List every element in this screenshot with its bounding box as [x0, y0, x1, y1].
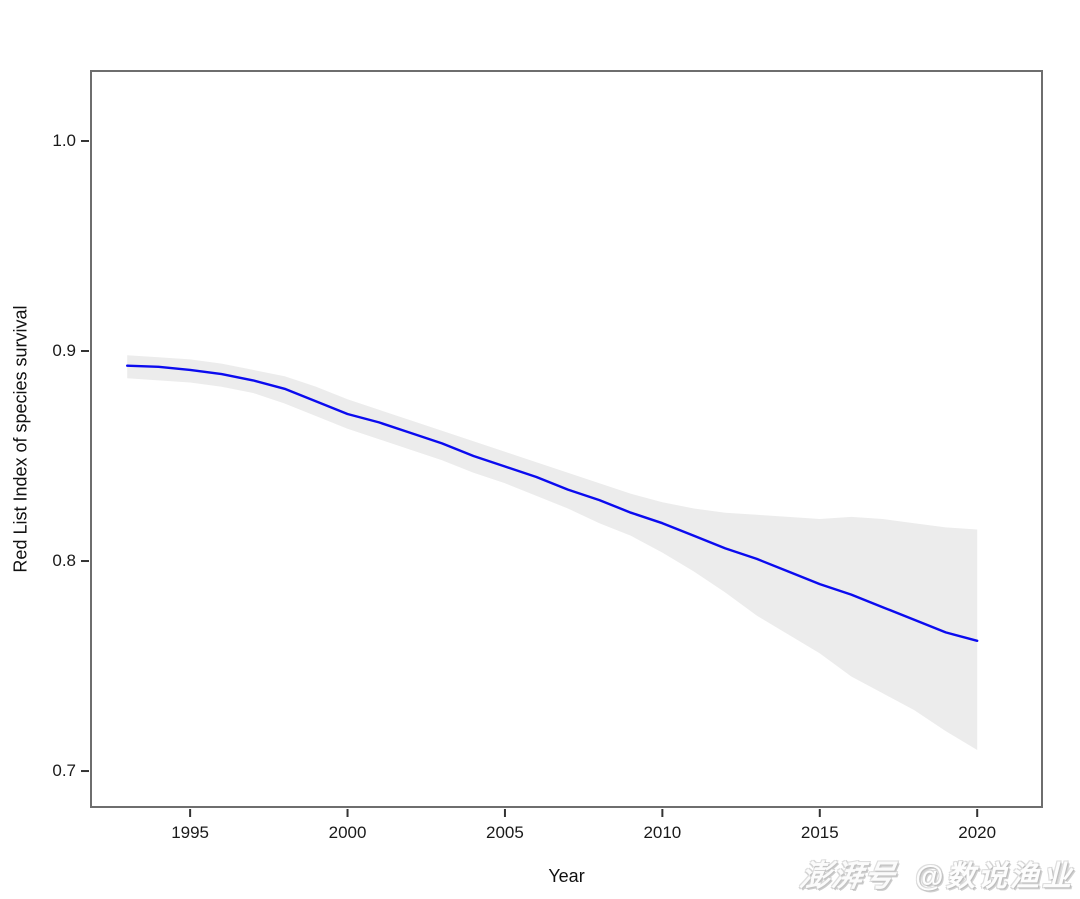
pengpai-logo-text: 澎湃号 — [797, 860, 900, 893]
plot-canvas — [90, 70, 1043, 808]
y-tick-label: 0.7 — [52, 761, 76, 781]
x-tick-label: 1995 — [171, 823, 210, 842]
y-tick-label: 1.0 — [52, 130, 76, 150]
rli-line — [126, 364, 979, 642]
x-tick-label: 2015 — [800, 823, 839, 842]
confidence-band — [127, 355, 978, 750]
x-tick-label: 2000 — [328, 823, 367, 842]
plot-border — [90, 70, 1043, 808]
watermark: 澎湃号 @数说渔业 — [797, 851, 1074, 895]
x-axis-title: Year — [548, 866, 585, 886]
x-tick-label: 2020 — [958, 823, 997, 842]
y-tick-label: 0.9 — [52, 341, 76, 360]
y-axis-title: Red List Index of species survival — [10, 305, 31, 573]
watermark-account-text: @数说渔业 — [914, 861, 1074, 893]
x-tick-label: 2010 — [643, 823, 682, 842]
x-tick-label: 2005 — [486, 823, 524, 842]
y-tick-label: 0.8 — [52, 551, 76, 571]
plot-area — [90, 70, 1043, 808]
